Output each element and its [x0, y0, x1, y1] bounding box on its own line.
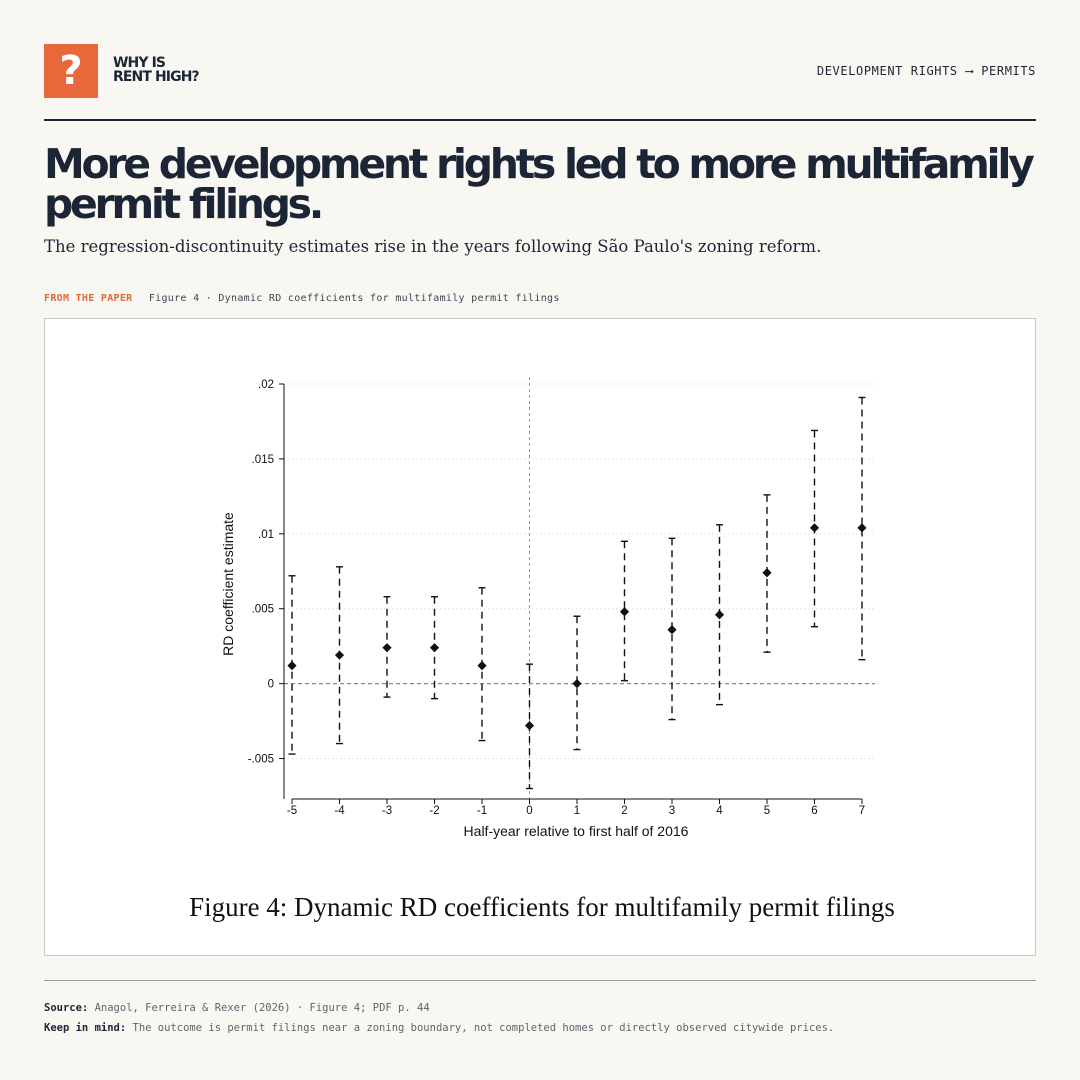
point-estimate-marker	[524, 720, 535, 731]
footer-divider	[44, 980, 1036, 981]
figure-caption: Figure 4: Dynamic RD coefficients for mu…	[189, 892, 895, 922]
y-tick-label: -.005	[248, 754, 274, 766]
x-tick-label: -5	[287, 805, 297, 817]
point-estimate-marker	[714, 610, 725, 620]
x-ticks: -5 -4 -3 -2 -1 0 1 2 3 4 5 6 7	[287, 799, 865, 817]
x-tick-label: 2	[621, 805, 627, 817]
point-estimate-marker	[762, 568, 772, 578]
source-label: Source:	[44, 1002, 89, 1014]
point-estimate-marker	[857, 523, 867, 533]
x-tick-label: 7	[859, 805, 865, 817]
x-tick-label: 1	[574, 805, 580, 817]
y-tick-label: .005	[252, 604, 274, 616]
reference-lines	[284, 376, 875, 799]
point-estimate-marker	[477, 661, 487, 671]
grid-lines	[284, 383, 875, 760]
point-estimate-marker	[667, 625, 677, 635]
y-tick-label: 0	[268, 679, 274, 691]
figure-source-line: FROM THE PAPER Figure 4 · Dynamic RD coe…	[44, 293, 560, 304]
point-estimate-marker	[287, 661, 297, 671]
page-subtitle: The regression-discontinuity estimates r…	[44, 237, 822, 256]
breadcrumb: DEVELOPMENT RIGHTS ⟶ PERMITS	[816, 64, 1036, 78]
source-note: Source: Anagol, Ferreira & Rexer (2026) …	[44, 1002, 430, 1014]
keep-in-mind-text: The outcome is permit filings near a zon…	[132, 1022, 835, 1034]
point-estimate-marker	[382, 643, 392, 653]
x-tick-label: -2	[429, 805, 439, 817]
x-axis-title: Half-year relative to first half of 2016	[464, 823, 689, 839]
y-ticks: -.005 0 .005 .01 .015 .02	[248, 379, 284, 766]
keep-in-mind-note: Keep in mind: The outcome is permit fili…	[44, 1022, 834, 1034]
site-name-line-2: RENT HIGH?	[113, 69, 200, 85]
x-tick-label: 3	[669, 805, 675, 817]
page-title: More development rights led to more mult…	[44, 140, 1035, 228]
x-tick-label: 0	[526, 805, 532, 817]
figure-frame: -.005 0.005.01.015.02 -5 -4 -3 -2 -1 0 1 2 3 4 5 6 7 …	[44, 318, 1036, 956]
from-the-paper-tag: FROM THE PAPER	[44, 293, 133, 304]
x-tick-label: 4	[716, 805, 723, 817]
confidence-intervals	[288, 396, 866, 790]
site-logo[interactable]: ?	[44, 44, 98, 98]
point-estimate-marker	[572, 679, 582, 689]
x-tick-label: 5	[764, 805, 770, 817]
site-name[interactable]: WHY IS RENT HIGH?	[113, 56, 233, 84]
y-tick-label: .01	[258, 529, 274, 541]
question-mark-icon: ?	[59, 48, 83, 94]
x-tick-label: 6	[811, 805, 817, 817]
y-tick-label: .015	[252, 454, 274, 466]
y-axis-title: RD coefficient estimate	[220, 512, 236, 656]
x-tick-label: -4	[334, 805, 345, 817]
point-estimate-marker	[809, 523, 820, 533]
x-tick-label: -1	[477, 805, 487, 817]
point-estimate-marker	[619, 607, 630, 617]
point-estimate-marker	[334, 650, 345, 660]
header-divider	[44, 119, 1036, 121]
source-text: Anagol, Ferreira & Rexer (2026) · Figure…	[94, 1002, 430, 1014]
x-tick-label: -3	[382, 805, 392, 817]
keep-in-mind-label: Keep in mind:	[44, 1022, 127, 1034]
axes	[283, 383, 862, 800]
y-tick-label: .02	[258, 379, 274, 391]
point-estimate-marker	[429, 643, 440, 653]
figure-reference: Figure 4 · Dynamic RD coefficients for m…	[148, 293, 560, 304]
site-name-line-1: WHY IS	[113, 55, 166, 71]
point-estimates	[287, 523, 867, 731]
